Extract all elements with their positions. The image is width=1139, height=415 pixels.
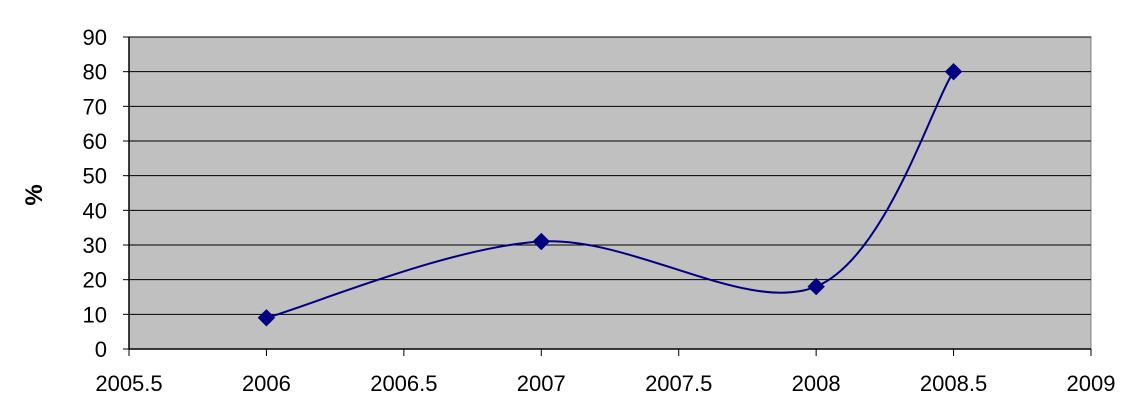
- x-tick-label: 2007.5: [645, 371, 712, 396]
- y-tick-label: 10: [83, 302, 107, 327]
- x-tick-label: 2009: [1067, 371, 1116, 396]
- x-tick-label: 2006.5: [370, 371, 437, 396]
- y-tick-label: 20: [83, 268, 107, 293]
- x-tick-label: 2007: [517, 371, 566, 396]
- x-tick-label: 2006: [242, 371, 291, 396]
- y-tick-label: 0: [95, 337, 107, 362]
- x-tick-labels: 2005.5 2006 2006.5 2007 2007.5 2008 2008.5 2009: [95, 371, 1115, 396]
- y-tick-label: 90: [83, 25, 107, 50]
- y-tick-label: 30: [83, 233, 107, 258]
- x-tick-label: 2008.5: [920, 371, 987, 396]
- y-tick-label: 80: [83, 60, 107, 85]
- x-tick-label: 2008: [792, 371, 841, 396]
- x-tick-label: 2005.5: [95, 371, 162, 396]
- y-tick-label: 60: [83, 129, 107, 154]
- y-axis-label: %: [21, 184, 48, 205]
- y-tick-label: 50: [83, 164, 107, 189]
- y-tick-label: 70: [83, 94, 107, 119]
- y-tick-labels: 0 10 20 30 40 50 60 70 80 90: [83, 25, 107, 362]
- y-tick-label: 40: [83, 198, 107, 223]
